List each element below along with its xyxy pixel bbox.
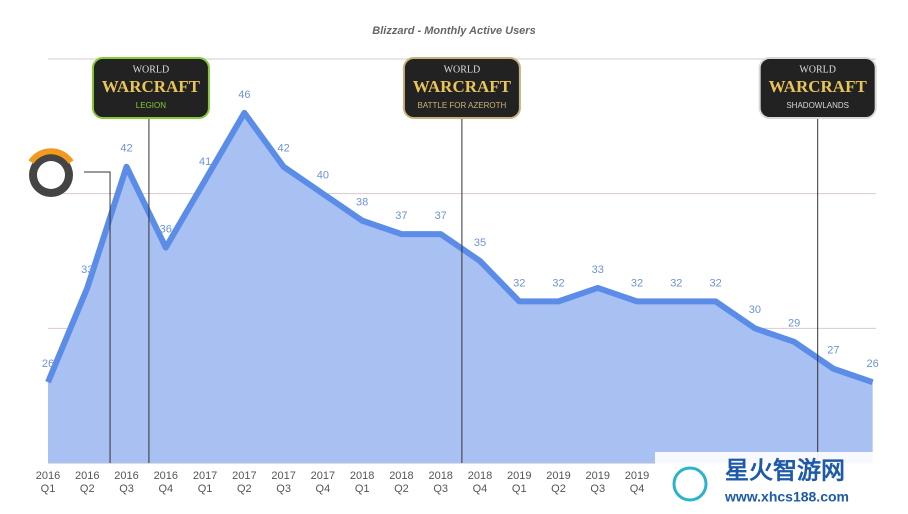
data-label: 35 [474,237,486,249]
logo-text: WORLD [444,64,481,75]
data-label: 42 [277,143,289,155]
data-label: 33 [592,264,604,276]
overwatch-icon [28,148,74,164]
watermark-text: www.xhcs188.com [724,489,849,505]
data-label: 32 [709,277,721,289]
data-label: 29 [788,318,800,330]
chart-title: Blizzard - Monthly Active Users [372,25,535,37]
x-tick-label: 2017 [311,470,335,482]
data-label: 33 [81,264,93,276]
x-tick-label: 2016 [154,470,178,482]
x-tick-label: Q2 [551,483,566,495]
x-tick-label: Q3 [433,483,448,495]
logo-text: WARCRAFT [769,77,868,96]
x-tick-label: 2018 [350,470,374,482]
x-tick-label: 2019 [507,470,531,482]
x-tick-label: 2019 [586,470,610,482]
logo-badge [91,57,210,119]
data-label: 36 [160,223,172,235]
data-label: 32 [631,277,643,289]
logo-text: WORLD [133,64,170,75]
area [48,112,873,463]
x-tick-label: 2016 [36,470,60,482]
logo-text: BATTLE FOR AZEROTH [418,101,507,110]
data-label: 37 [435,210,447,222]
data-label: 32 [513,277,525,289]
x-tick-label: Q4 [316,483,331,495]
x-tick-label: 2016 [75,470,99,482]
data-label: 26 [42,358,54,370]
line [45,109,874,386]
x-tick-label: Q1 [41,483,56,495]
x-tick-label: 2017 [271,470,295,482]
x-tick-label: Q2 [394,483,409,495]
x-tick-label: Q2 [237,483,252,495]
data-label: 32 [670,277,682,289]
watermark-icon [672,466,708,502]
data-label: 30 [749,304,761,316]
overwatch-icon [37,161,65,189]
x-tick-label: 2018 [389,470,413,482]
data-label: 32 [552,277,564,289]
x-tick-label: Q2 [80,483,95,495]
logo-badge [402,57,521,119]
x-tick-label: 2016 [114,470,138,482]
logo-text: SHADOWLANDS [786,101,849,110]
x-tick-label: Q4 [630,483,645,495]
logo-badge [758,57,877,119]
x-tick-label: Q1 [198,483,213,495]
data-label: 46 [238,89,250,101]
x-tick-label: 2018 [468,470,492,482]
x-tick-label: Q3 [119,483,134,495]
data-label: 42 [120,143,132,155]
annotation-line [84,171,111,463]
data-label: 27 [827,345,839,357]
x-tick-label: 2017 [193,470,217,482]
x-tick-label: Q1 [355,483,370,495]
data-label: 38 [356,197,368,209]
x-tick-label: Q4 [158,483,173,495]
data-label: 41 [199,156,211,168]
x-tick-label: 2019 [546,470,570,482]
data-label: 26 [867,358,879,370]
data-label: 40 [317,170,329,182]
x-tick-label: 2017 [232,470,256,482]
watermark-text: 星火智游网 [725,456,845,484]
data-label: 37 [395,210,407,222]
logo-text: WARCRAFT [102,77,201,96]
x-tick-label: Q3 [276,483,291,495]
x-tick-label: 2019 [625,470,649,482]
logo-text: LEGION [136,101,166,110]
logo-text: WARCRAFT [413,77,512,96]
logo-text: WORLD [799,64,836,75]
x-tick-label: 2018 [428,470,452,482]
watermark-bg [655,452,908,514]
x-tick-label: Q4 [473,483,488,495]
x-tick-label: Q3 [590,483,605,495]
x-tick-label: Q1 [512,483,527,495]
